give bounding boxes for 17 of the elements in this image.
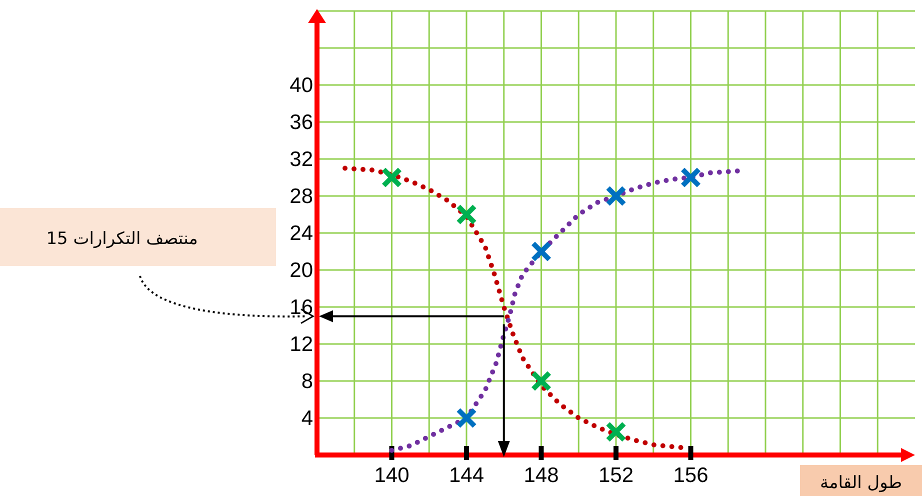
x-tick-label: 140 [374, 464, 410, 487]
x-tick-label: 156 [673, 464, 708, 487]
y-tick-label: 28 [290, 185, 313, 208]
xlabel-box: طول القامة [800, 465, 922, 496]
x-tick-label: 152 [598, 464, 634, 487]
annotation-box: منتصف التكرارات 15 [0, 208, 276, 266]
y-tick-label: 20 [290, 259, 313, 282]
y-tick-label: 32 [290, 148, 313, 171]
y-tick-label: 40 [290, 74, 313, 97]
x-tick-label: 144 [448, 464, 484, 487]
y-tick-label: 4 [301, 407, 314, 430]
y-tick-label: 12 [290, 333, 313, 356]
x-axis-title: طول القامة [820, 473, 902, 493]
x-tick-label: 148 [524, 464, 559, 487]
y-tick-label: 36 [290, 111, 313, 134]
y-tick-label: 8 [301, 370, 313, 393]
y-tick-label: 24 [290, 222, 314, 245]
